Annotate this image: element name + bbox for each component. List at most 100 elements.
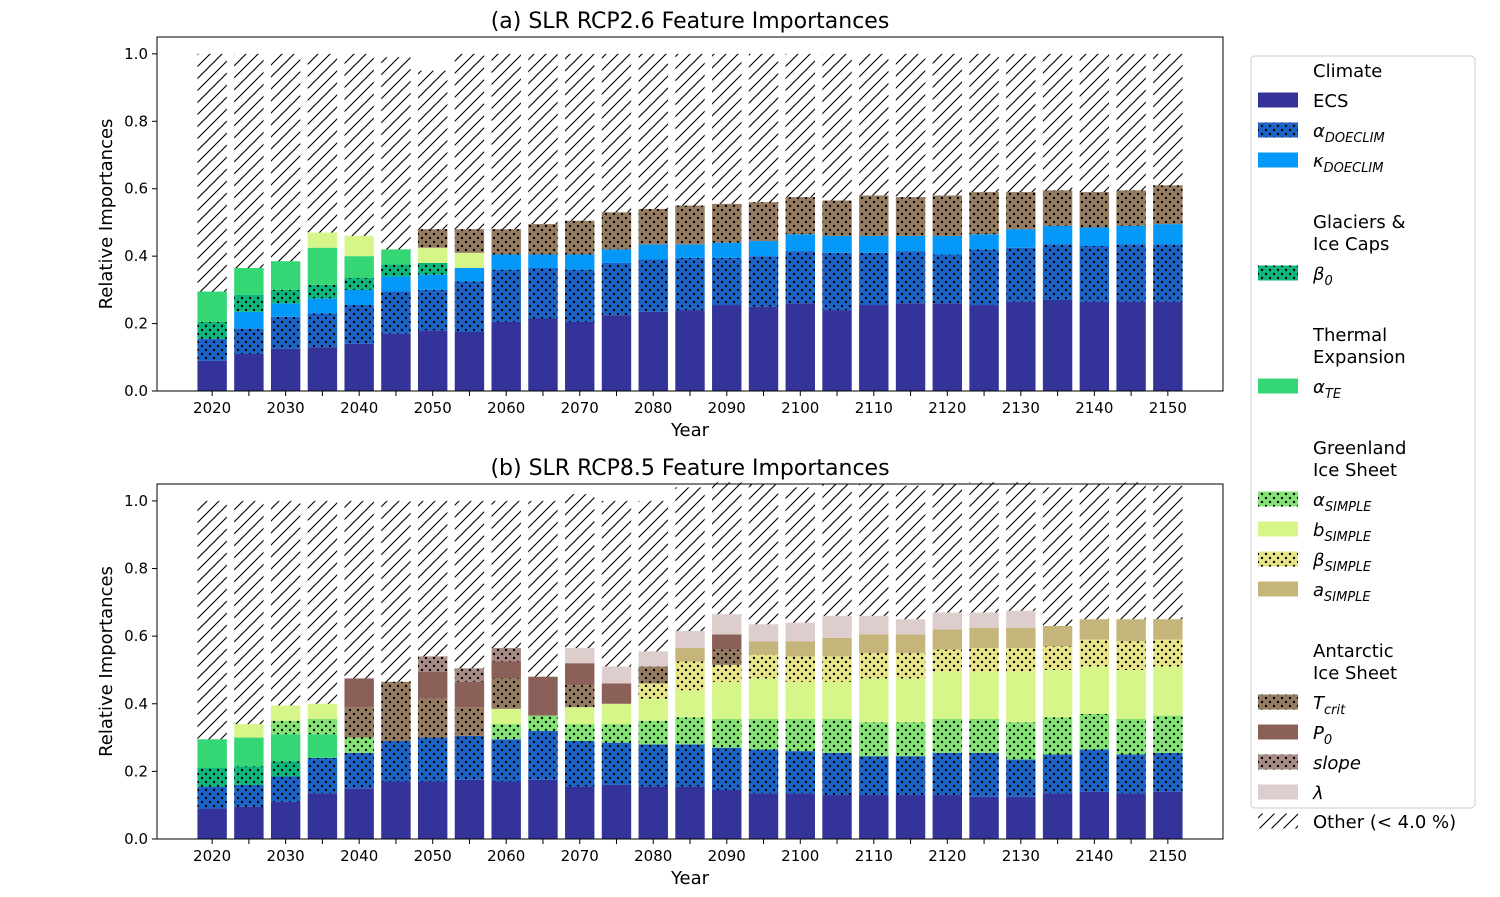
bar-ECS-2145 bbox=[1116, 793, 1146, 839]
bar-dots-T_crit-2045 bbox=[381, 681, 411, 741]
bar-lambda-2115 bbox=[895, 619, 926, 635]
bar-other-2140 bbox=[1079, 53, 1110, 193]
bar-a_simple-2140 bbox=[1079, 619, 1110, 640]
bar-ECS-2120 bbox=[932, 303, 963, 391]
bar-dots-alpha_doeclim-2050 bbox=[417, 737, 448, 782]
bar-dots-alpha_simple-2065 bbox=[528, 715, 558, 731]
y-tick-label: 0.8 bbox=[124, 560, 148, 578]
legend-label-alpha_simple: αSIMPLE bbox=[1313, 490, 1372, 515]
bar-other-2045 bbox=[381, 500, 411, 682]
bar-dots-beta0-2035 bbox=[307, 284, 338, 299]
bar-dots-beta0-2045 bbox=[381, 264, 411, 277]
bar-dots-T_crit-2065 bbox=[528, 224, 558, 255]
bar-dots-alpha_doeclim-2090 bbox=[712, 257, 742, 306]
bar-other-2145 bbox=[1116, 482, 1146, 620]
x-tick-label: 2110 bbox=[855, 847, 893, 865]
bar-dots-T_crit-2095 bbox=[748, 202, 779, 241]
bar-dots-alpha_doeclim-2045 bbox=[381, 740, 411, 782]
bar-ECS-2135 bbox=[1042, 793, 1073, 839]
legend-swatch-ECS bbox=[1258, 92, 1298, 108]
bar-dots-alpha_doeclim-2145 bbox=[1116, 754, 1146, 794]
bar-P0-2050 bbox=[417, 671, 448, 699]
bar-lambda-2075 bbox=[601, 666, 632, 684]
bar-ECS-2130 bbox=[1006, 796, 1036, 839]
legend-swatch-kappa_doeclim bbox=[1258, 152, 1298, 168]
bar-ECS-2150 bbox=[1153, 791, 1183, 839]
legend-label-base: ECS bbox=[1313, 91, 1348, 112]
bar-dots-T_crit-2080 bbox=[638, 666, 668, 684]
bar-ECS-2090 bbox=[712, 305, 742, 391]
bar-b_simple-2050 bbox=[417, 247, 448, 263]
legend-label-base: T bbox=[1313, 693, 1326, 714]
bar-dots-beta0-2030 bbox=[270, 761, 301, 777]
bar-P0-2055 bbox=[454, 681, 485, 708]
bar-ECS-2020 bbox=[197, 360, 227, 391]
legend-group-heading: Ice Sheet bbox=[1313, 663, 1397, 684]
legend-label-base: α bbox=[1313, 490, 1325, 511]
bar-ECS-2150 bbox=[1153, 301, 1183, 391]
bar-kappa_doeclim-2125 bbox=[969, 234, 999, 250]
bar-ECS-2145 bbox=[1116, 301, 1146, 391]
bar-other-2025 bbox=[234, 500, 264, 725]
bar-ECS-2050 bbox=[417, 781, 448, 839]
bar-dots-beta0-2025 bbox=[234, 766, 264, 785]
legend-swatch-b_simple bbox=[1258, 521, 1298, 537]
bar-dots-T_crit-2050 bbox=[417, 229, 448, 248]
bar-dots-alpha_doeclim-2150 bbox=[1153, 244, 1183, 302]
bar-dots-alpha_doeclim-2060 bbox=[491, 739, 521, 782]
x-tick-label: 2050 bbox=[414, 399, 452, 417]
bar-dots-slope-2055 bbox=[454, 668, 485, 682]
bar-b_simple-2070 bbox=[565, 707, 595, 725]
bar-b_simple-2150 bbox=[1153, 666, 1183, 716]
y-tick-label: 1.0 bbox=[124, 492, 148, 510]
legend-label-alpha_doeclim: αDOECLIM bbox=[1313, 121, 1385, 146]
bar-a_simple-2110 bbox=[859, 634, 889, 654]
bar-other-2130 bbox=[1006, 53, 1036, 193]
bar-ECS-2055 bbox=[454, 332, 485, 391]
bar-dots-alpha_doeclim-2120 bbox=[932, 254, 963, 304]
bar-dots-T_crit-2055 bbox=[454, 229, 485, 253]
bar-dots-alpha_doeclim-2095 bbox=[748, 256, 779, 307]
legend-label-sub: 0 bbox=[1325, 274, 1333, 289]
x-tick-label: 2070 bbox=[561, 847, 599, 865]
legend-label-sub: SIMPLE bbox=[1324, 530, 1371, 545]
legend-label-ECS: ECS bbox=[1313, 91, 1348, 112]
bar-other-2090 bbox=[712, 53, 742, 204]
bar-dots-alpha_doeclim-2145 bbox=[1116, 244, 1146, 302]
bar-dots-alpha_doeclim-2075 bbox=[601, 742, 632, 785]
bar-b_simple-2120 bbox=[932, 671, 963, 719]
bar-dots-alpha_doeclim-2100 bbox=[785, 251, 815, 304]
bar-dots-alpha_doeclim-2055 bbox=[454, 281, 485, 332]
bar-dots-alpha_simple-2075 bbox=[601, 724, 632, 743]
bar-ECS-2080 bbox=[638, 786, 668, 839]
bar-dots-alpha_simple-2145 bbox=[1116, 718, 1146, 755]
y-tick-label: 0.2 bbox=[124, 315, 148, 333]
bar-b_simple-2040 bbox=[344, 235, 374, 257]
bar-dots-beta0-2050 bbox=[417, 262, 448, 275]
bar-ECS-2100 bbox=[785, 303, 815, 391]
bar-a_simple-2105 bbox=[822, 637, 852, 657]
x-tick-label: 2090 bbox=[708, 399, 746, 417]
bar-kappa_doeclim-2105 bbox=[822, 235, 852, 253]
bar-kappa_doeclim-2120 bbox=[932, 235, 963, 255]
bar-other-2150 bbox=[1153, 53, 1183, 186]
x-tick-label: 2130 bbox=[1002, 399, 1040, 417]
legend-swatch-a_simple bbox=[1258, 581, 1298, 597]
bar-dots-alpha_doeclim-2035 bbox=[307, 757, 338, 794]
bar-dots-alpha_doeclim-2090 bbox=[712, 747, 742, 790]
bar-other-2075 bbox=[601, 53, 632, 213]
legend-label-base: slope bbox=[1313, 753, 1361, 774]
bar-dots-T_crit-2105 bbox=[822, 200, 852, 236]
bar-ECS-2115 bbox=[895, 795, 926, 839]
bar-ECS-2135 bbox=[1042, 299, 1073, 391]
bar-b_simple-2035 bbox=[307, 703, 338, 719]
bar-lambda-2095 bbox=[748, 624, 779, 642]
bar-dots-T_crit-2075 bbox=[601, 212, 632, 250]
bar-ECS-2110 bbox=[859, 305, 889, 391]
x-tick-label: 2020 bbox=[193, 847, 231, 865]
bar-dots-alpha_doeclim-2135 bbox=[1042, 244, 1073, 300]
bar-b_simple-2100 bbox=[785, 681, 815, 719]
y-tick-label: 0.4 bbox=[124, 247, 148, 265]
bar-other-2040 bbox=[344, 500, 374, 679]
bar-ECS-2140 bbox=[1079, 301, 1110, 391]
